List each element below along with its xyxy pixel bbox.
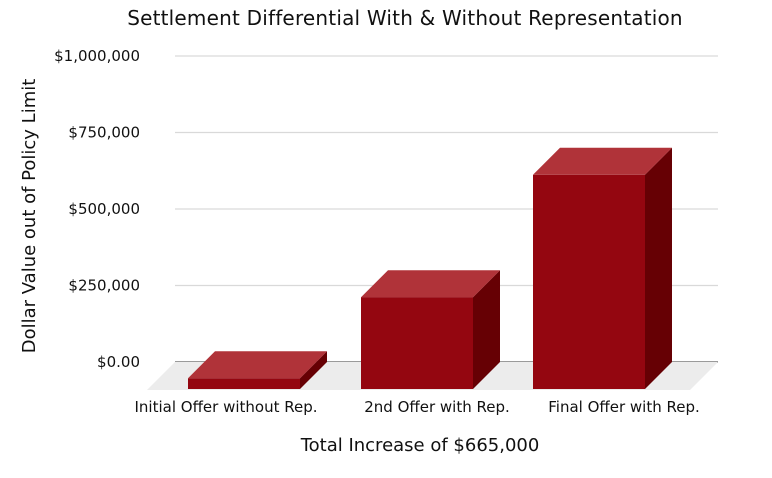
y-tick-label: $500,000 — [68, 200, 140, 218]
bar-top — [361, 270, 500, 298]
bar — [361, 297, 473, 389]
y-tick-label: $1,000,000 — [54, 47, 140, 65]
y-axis-ticks: $0.00 $250,000 $500,000 $750,000 $1,000,000 — [54, 47, 140, 371]
bars — [188, 147, 672, 389]
chart-title: Settlement Differential With & Without R… — [127, 6, 683, 30]
x-axis-categories: Initial Offer without Rep. 2nd Offer with… — [134, 398, 699, 416]
y-tick-label: $250,000 — [68, 277, 140, 295]
bar-top — [533, 147, 672, 175]
x-category-label: Initial Offer without Rep. — [134, 398, 317, 416]
bar-top — [188, 351, 327, 379]
x-axis-title: Total Increase of $665,000 — [300, 435, 540, 456]
bar — [533, 174, 645, 389]
y-axis-title: Dollar Value out of Policy Limit — [19, 79, 40, 354]
y-tick-label: $0.00 — [97, 353, 140, 371]
x-category-label: 2nd Offer with Rep. — [364, 398, 510, 416]
bar-side — [300, 351, 327, 389]
bar — [188, 378, 300, 389]
bar-side — [645, 147, 672, 389]
x-category-label: Final Offer with Rep. — [548, 398, 700, 416]
bar-side — [473, 270, 500, 389]
y-tick-label: $750,000 — [68, 124, 140, 142]
